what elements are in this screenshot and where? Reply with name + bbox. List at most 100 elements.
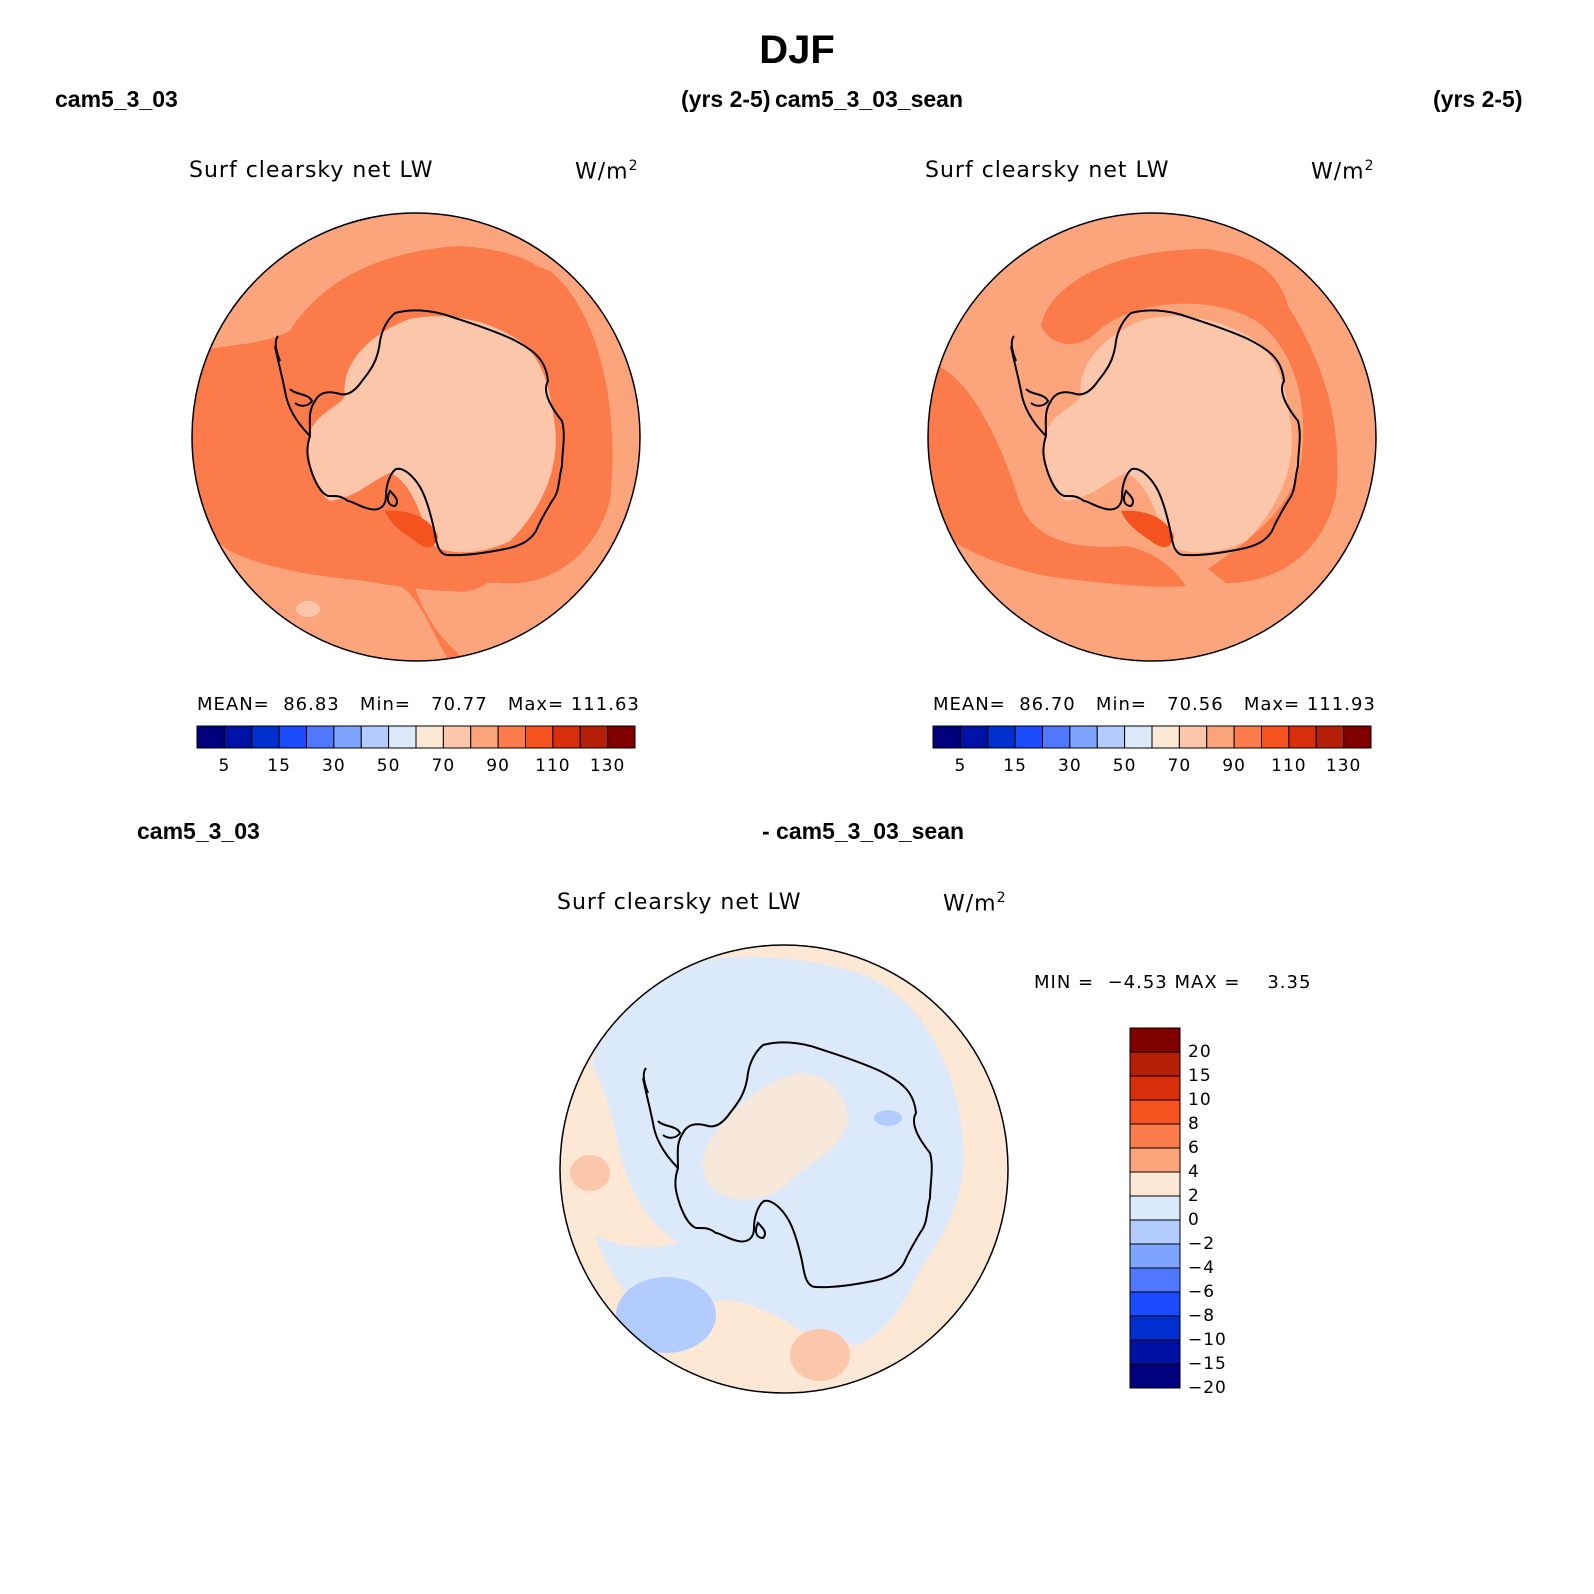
- colorbar-tick-label: 90: [1222, 756, 1246, 776]
- panel3-units: W/m2: [943, 890, 1007, 917]
- colorbar-swatch: [1343, 725, 1372, 749]
- row2-left-case-label: cam5_3_03: [137, 818, 260, 844]
- panel3-stats: MIN = −4.53 MAX = 3.35: [1034, 972, 1312, 993]
- band-west: [928, 361, 1186, 587]
- colorbar-swatch: [987, 725, 1016, 749]
- colorbar-swatch: [278, 725, 308, 749]
- coastline: [1042, 309, 1301, 557]
- panel1-units: W/m2: [575, 158, 639, 185]
- colorbar-swatch: [607, 725, 636, 749]
- colorbar-tick-label: 110: [1271, 756, 1307, 776]
- colorbar-swatch: [306, 725, 335, 749]
- row1-right-case-label: cam5_3_03_sean: [775, 86, 963, 112]
- colorbar-tick-label: 70: [431, 756, 456, 776]
- map-border: [927, 212, 1377, 662]
- colorbar-swatch: [1129, 1027, 1181, 1053]
- colorbar-swatch: [1129, 1147, 1181, 1173]
- colorbar-tick-label: 90: [486, 756, 510, 776]
- colorbar-swatch: [1129, 1315, 1181, 1341]
- row1-left-case-label: cam5_3_03: [55, 86, 178, 112]
- colorbar-swatch: [959, 725, 989, 749]
- row2-right-case-label: - cam5_3_03_sean: [762, 818, 965, 844]
- colorbar-swatch: [1288, 725, 1317, 749]
- coastline: [306, 309, 565, 557]
- peninsula: [642, 1067, 682, 1169]
- diff-high-small: [570, 1155, 610, 1191]
- colorbar-tick-label: 130: [589, 756, 626, 776]
- colorbar-swatch: [1129, 1339, 1181, 1365]
- ross-peak: [385, 510, 438, 548]
- colorbar-swatch: [1129, 1099, 1181, 1125]
- figure-title: DJF: [759, 28, 835, 72]
- colorbar-tick-label: 15: [1188, 1066, 1212, 1086]
- colorbar-tick-label: 0: [1188, 1210, 1200, 1230]
- colorbar-swatch: [223, 725, 253, 749]
- panel1-title: Surf clearsky net LW: [189, 158, 434, 183]
- colorbar-swatch: [579, 725, 609, 749]
- panel2-stats: MEAN= 86.70 Min= 70.56 Max= 111.93: [933, 694, 1376, 715]
- colorbar-tick-label: 30: [1058, 756, 1082, 776]
- colorbar-swatch: [1261, 725, 1290, 749]
- diff-low-2-4: [616, 1277, 716, 1353]
- colorbar-swatch: [525, 725, 554, 749]
- colorbar-swatch: [1124, 725, 1153, 749]
- colorbar-swatch: [196, 725, 225, 749]
- colorbar-tick-label: −2: [1188, 1234, 1216, 1254]
- colorbar-tick-label: 8: [1188, 1114, 1200, 1134]
- row1-left-years-label: (yrs 2-5): [681, 86, 771, 112]
- local-low: [296, 601, 320, 617]
- antarctica-mixed: [702, 1073, 848, 1200]
- peninsula: [274, 335, 314, 437]
- colorbar-swatch: [415, 725, 444, 749]
- band-west: [192, 361, 450, 591]
- ross-peak: [1121, 510, 1174, 548]
- panel2-map: [927, 212, 1377, 662]
- diff-east-positive: [956, 1003, 1008, 1190]
- diff-high-2-4: [790, 1329, 850, 1381]
- colorbar-tick-label: 110: [535, 756, 571, 776]
- colorbar-tick-label: 30: [322, 756, 346, 776]
- colorbar-swatch: [360, 725, 390, 749]
- colorbar-swatch: [1129, 1075, 1181, 1101]
- colorbar-tick-label: −15: [1188, 1354, 1227, 1374]
- panel2-colorbar: [932, 725, 1372, 749]
- colorbar-swatch: [1096, 725, 1126, 749]
- colorbar-swatch: [1206, 725, 1235, 749]
- colorbar-swatch: [251, 725, 280, 749]
- colorbar-swatch: [1129, 1243, 1181, 1269]
- antarctica-field: [1044, 316, 1292, 553]
- colorbar-swatch: [333, 725, 362, 749]
- colorbar-swatch: [1014, 725, 1044, 749]
- colorbar-tick-label: 130: [1325, 756, 1362, 776]
- panel1-stats: MEAN= 86.83 Min= 70.77 Max= 111.63: [197, 694, 640, 715]
- colorbar-swatch: [1129, 1267, 1181, 1293]
- colorbar-swatch: [388, 725, 417, 749]
- map-border: [191, 212, 641, 662]
- colorbar-swatch: [1069, 725, 1098, 749]
- colorbar-tick-label: 10: [1188, 1090, 1212, 1110]
- panel3-colorbar: [1129, 1027, 1181, 1389]
- colorbar-swatch: [1129, 1195, 1181, 1221]
- colorbar-tick-label: 6: [1188, 1138, 1200, 1158]
- panel1-colorbar: [196, 725, 636, 749]
- coastline: [674, 1041, 933, 1289]
- colorbar-swatch: [932, 725, 961, 749]
- panel3-title: Surf clearsky net LW: [557, 890, 802, 915]
- colorbar-tick-label: −4: [1188, 1258, 1216, 1278]
- peninsula: [1010, 335, 1050, 437]
- colorbar-swatch: [1129, 1363, 1181, 1389]
- diff-low-small: [874, 1110, 902, 1126]
- colorbar-swatch: [497, 725, 527, 749]
- colorbar-swatch: [1042, 725, 1071, 749]
- diff-west-positive: [560, 1023, 678, 1247]
- colorbar-swatch: [1129, 1291, 1181, 1317]
- panel1-map: [191, 212, 641, 662]
- colorbar-swatch: [1129, 1171, 1181, 1197]
- panel2-title: Surf clearsky net LW: [925, 158, 1170, 183]
- colorbar-tick-label: 5: [218, 756, 231, 776]
- colorbar-swatch: [1129, 1051, 1181, 1077]
- colorbar-swatch: [470, 725, 499, 749]
- colorbar-swatch: [1151, 725, 1180, 749]
- colorbar-tick-label: 15: [267, 756, 291, 776]
- panel2-units: W/m2: [1311, 158, 1375, 185]
